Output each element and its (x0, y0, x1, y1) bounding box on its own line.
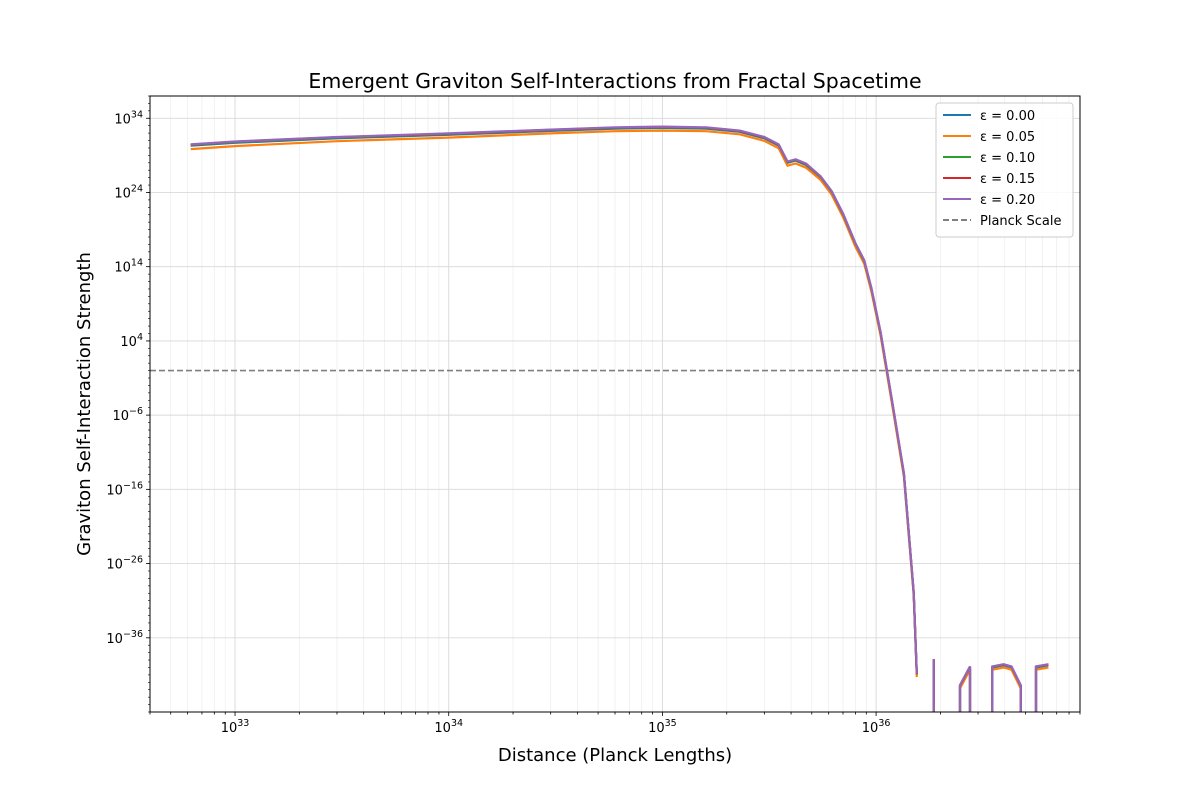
legend-label: ε = 0.10 (980, 151, 1035, 166)
x-axis-ticks: 1033 1034 1035 1036 (149, 712, 1081, 736)
y-tick-label: 104 (120, 332, 143, 350)
legend-label: ε = 0.00 (980, 109, 1035, 124)
x-tick-label: 1033 (221, 718, 250, 736)
chart-title: Emergent Graviton Self-Interactions from… (308, 69, 921, 93)
y-tick-label: 1014 (114, 258, 143, 276)
y-tick-label: 10−36 (106, 629, 143, 647)
y-tick-label: 1034 (114, 109, 143, 127)
grid-lines (149, 96, 1081, 712)
y-tick-label: 10−16 (106, 480, 143, 498)
series-tail-4-1 (958, 665, 972, 712)
x-tick-label: 1034 (434, 718, 463, 736)
series-tail-2-2 (991, 663, 1022, 712)
series-tail-4-3 (1034, 663, 1049, 712)
series-group (190, 125, 1049, 712)
x-axis-label: Distance (Planck Lengths) (498, 745, 732, 766)
legend-label: ε = 0.15 (980, 172, 1035, 187)
series-tail-4-2 (991, 663, 1022, 712)
x-tick-label: 1036 (862, 718, 891, 736)
x-tick-label: 1035 (648, 718, 677, 736)
series-tail-0-2 (991, 664, 1022, 712)
legend: ε = 0.00 ε = 0.05 ε = 0.10 ε = 0.15 ε = 0.20… (935, 102, 1074, 238)
legend-label: ε = 0.20 (980, 193, 1035, 208)
legend-label: Planck Scale (980, 214, 1061, 229)
y-axis-label: Graviton Self-Interaction Strength (74, 252, 95, 556)
series-tail-3-2 (991, 663, 1022, 712)
legend-label: ε = 0.05 (980, 130, 1035, 145)
y-tick-label: 10−26 (106, 555, 143, 573)
y-tick-label: 10−6 (112, 406, 143, 424)
y-axis-ticks: 1034 1024 1014 104 10−6 10−16 10−26 10−36 (106, 95, 150, 713)
y-tick-label: 1024 (114, 183, 143, 201)
series-line-4 (190, 125, 918, 674)
